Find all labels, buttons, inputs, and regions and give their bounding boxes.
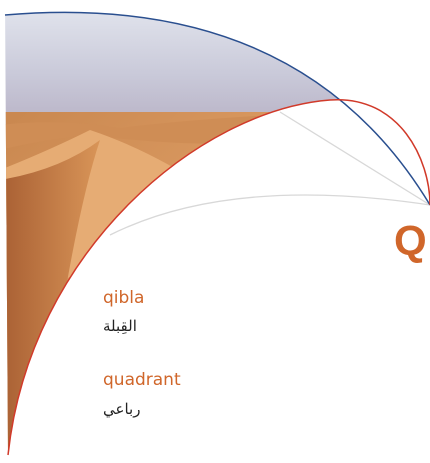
term-arabic: رباعي — [103, 400, 140, 418]
illustration: Q qibla القِبلة quadrant رباعي — [0, 0, 430, 463]
gray-line — [280, 112, 430, 205]
photo — [0, 0, 430, 463]
gray-arc — [110, 195, 430, 235]
term-arabic: القِبلة — [103, 317, 137, 335]
heading-letter: Q — [394, 217, 427, 264]
page: Q qibla القِبلة quadrant رباعي (() => { … — [0, 0, 430, 463]
term-english: quadrant — [103, 370, 181, 390]
term-english: qibla — [103, 288, 144, 308]
